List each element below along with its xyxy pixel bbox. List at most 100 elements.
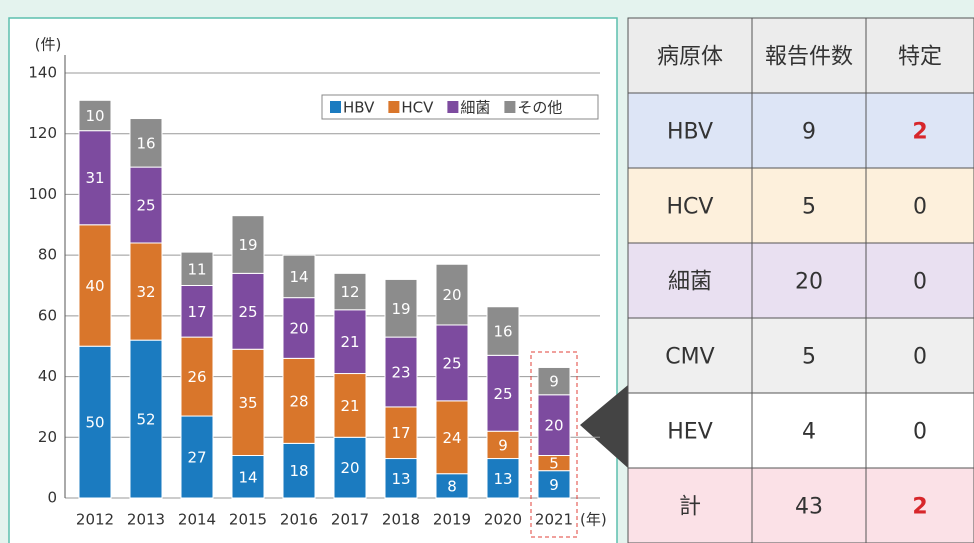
bar-segment — [384, 458, 418, 499]
value-label: 31 — [85, 169, 104, 187]
y-tick-label: 60 — [38, 306, 57, 324]
value-label: 32 — [136, 283, 155, 301]
table-cell — [865, 467, 974, 543]
table-cell — [751, 92, 867, 169]
table-value: 4 — [802, 420, 816, 445]
bar-segment — [486, 458, 520, 499]
bar-segment — [333, 436, 367, 499]
table-value: 2 — [912, 120, 927, 145]
table-cell — [865, 167, 974, 244]
table-value: 0 — [913, 270, 927, 295]
y-tick-label: 80 — [38, 246, 57, 264]
bar-segment — [435, 263, 469, 326]
value-label: 14 — [238, 468, 257, 486]
value-label: 5 — [549, 455, 559, 473]
table-header: 病原体 — [657, 45, 723, 70]
table-cell — [627, 242, 753, 319]
value-label: 20 — [442, 286, 461, 304]
bar-segment — [129, 339, 163, 499]
value-label: 16 — [136, 134, 155, 152]
bar-segment — [78, 99, 112, 132]
table-value: CMV — [665, 345, 714, 370]
y-tick-label: 0 — [47, 489, 57, 507]
legend-swatch — [388, 101, 400, 113]
table-value: 2 — [912, 495, 927, 520]
legend-label: その他 — [517, 99, 562, 117]
value-label: 10 — [85, 107, 104, 125]
value-label: 11 — [187, 260, 206, 278]
value-label: 9 — [549, 373, 559, 391]
y-tick-label: 140 — [28, 64, 57, 82]
value-label: 19 — [391, 300, 410, 318]
table-value: 9 — [802, 120, 816, 145]
bar-segment — [231, 215, 265, 274]
value-label: 19 — [238, 236, 257, 254]
value-label: 21 — [340, 333, 359, 351]
value-label: 26 — [187, 368, 206, 386]
table-header: 特定 — [898, 45, 942, 70]
x-tick-label: 2013 — [127, 511, 165, 529]
bar-segment — [486, 306, 520, 356]
table-cell — [751, 242, 867, 319]
bar-segment — [384, 336, 418, 408]
value-label: 52 — [136, 411, 155, 429]
bar-segment — [435, 324, 469, 402]
bar-segment — [180, 251, 214, 287]
table-value: HBV — [667, 120, 713, 145]
table-value: 0 — [913, 195, 927, 220]
bar-segment — [180, 415, 214, 499]
value-label: 16 — [493, 323, 512, 341]
value-label: 27 — [187, 449, 206, 467]
table-value: 5 — [802, 195, 816, 220]
table-value: 5 — [802, 345, 816, 370]
value-label: 25 — [493, 385, 512, 403]
table-cell — [627, 317, 753, 394]
legend-swatch — [447, 101, 459, 113]
table-value: 0 — [913, 420, 927, 445]
x-tick-label: 2018 — [382, 511, 420, 529]
bar-segment — [78, 224, 112, 347]
bar-segment — [129, 242, 163, 341]
value-label: 14 — [289, 268, 308, 286]
x-tick-label: 2021 — [535, 511, 573, 529]
pointer-arrow — [580, 385, 628, 468]
value-label: 23 — [391, 364, 410, 382]
bar-segment — [537, 470, 571, 499]
x-axis-label: (年) — [580, 511, 607, 529]
value-label: 9 — [549, 476, 559, 494]
table-value: 20 — [795, 270, 823, 295]
bar-segment — [282, 357, 316, 444]
bar-segment — [231, 455, 265, 499]
value-label: 8 — [447, 477, 457, 495]
table-value: 細菌 — [668, 270, 712, 295]
value-label: 20 — [289, 320, 308, 338]
bar-segment — [384, 278, 418, 338]
value-label: 50 — [85, 414, 104, 432]
value-label: 13 — [493, 470, 512, 488]
value-label: 35 — [238, 394, 257, 412]
bar-segment — [435, 400, 469, 475]
table-cell — [865, 17, 974, 94]
table-cell — [865, 242, 974, 319]
legend-box — [321, 94, 599, 120]
value-label: 13 — [391, 470, 410, 488]
table-value: 0 — [913, 345, 927, 370]
value-label: 21 — [340, 397, 359, 415]
y-tick-label: 100 — [28, 185, 57, 203]
x-tick-label: 2016 — [280, 511, 318, 529]
bar-segment — [180, 336, 214, 417]
bar-segment — [78, 130, 112, 226]
value-label: 24 — [442, 429, 461, 447]
table-value: 計 — [679, 495, 701, 520]
x-tick-label: 2020 — [484, 511, 522, 529]
y-tick-label: 20 — [38, 428, 57, 446]
table-cell — [751, 17, 867, 94]
bar-segment — [486, 354, 520, 432]
table-cell — [751, 392, 867, 469]
bar-segment — [333, 272, 367, 311]
legend-label: 細菌 — [460, 99, 490, 117]
bar-segment — [231, 272, 265, 350]
y-tick-label: 120 — [28, 124, 57, 142]
bar-segment — [282, 442, 316, 499]
